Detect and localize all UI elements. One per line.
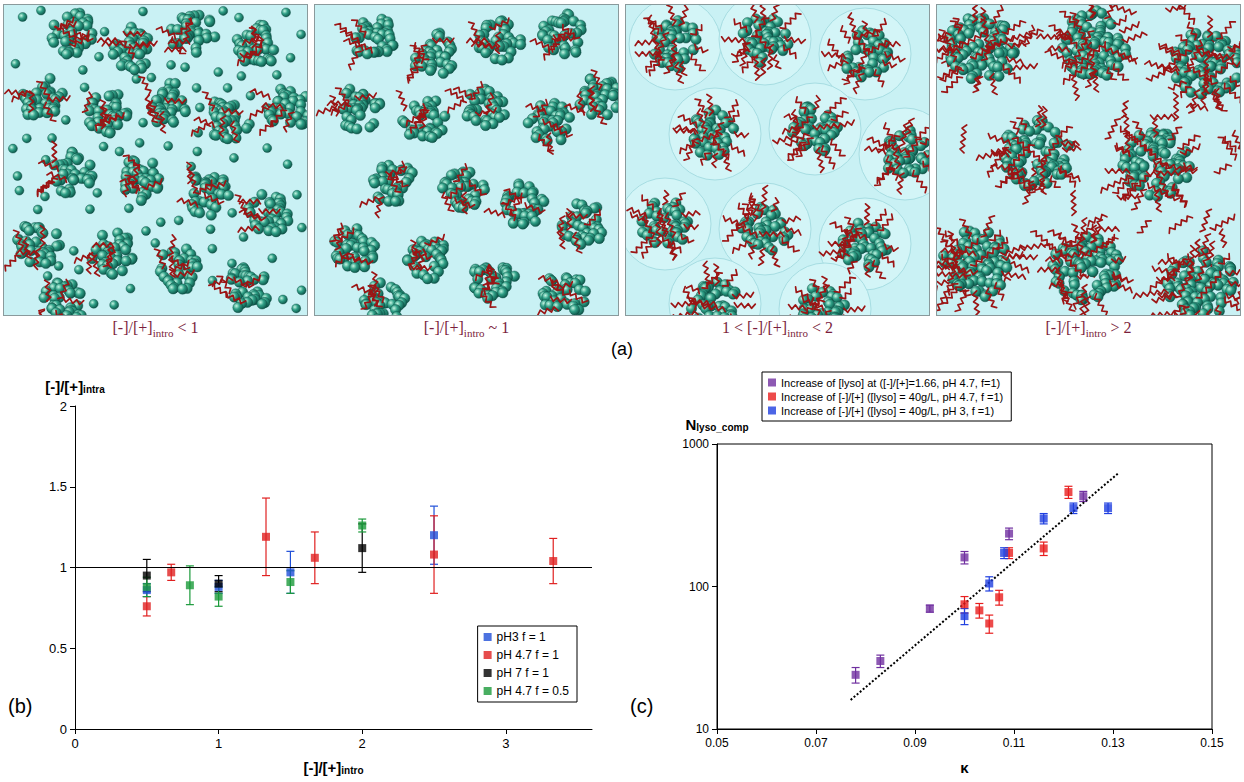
svg-text:10: 10 bbox=[696, 722, 710, 736]
svg-text:100: 100 bbox=[689, 580, 709, 594]
svg-text:Increase of [-]/[+] ([lyso] =: Increase of [-]/[+] ([lyso] = 40g/L, pH … bbox=[781, 405, 994, 417]
svg-text:0.07: 0.07 bbox=[804, 736, 828, 750]
html-text:1 < [-]/[+]intro< 2: 1 < [-]/[+]intro< 2 bbox=[722, 319, 833, 340]
html-text:(a): (a) bbox=[611, 339, 633, 359]
svg-text:1000: 1000 bbox=[682, 437, 709, 451]
svg-text:intro: intro bbox=[341, 765, 363, 776]
svg-text:N: N bbox=[685, 416, 696, 433]
svg-text:pH 7 f = 1: pH 7 f = 1 bbox=[497, 666, 550, 680]
svg-text:[-]/[+]: [-]/[+] bbox=[45, 378, 83, 395]
svg-text:pH 4.7 f = 1: pH 4.7 f = 1 bbox=[497, 648, 560, 662]
svg-text:1.5: 1.5 bbox=[49, 479, 67, 494]
svg-text:Increase of [lyso] at ([-]/[+]: Increase of [lyso] at ([-]/[+]=1.66, pH … bbox=[781, 377, 1000, 389]
svg-text:0: 0 bbox=[71, 736, 78, 751]
svg-text:0.13: 0.13 bbox=[1101, 736, 1125, 750]
svg-text:Increase of [-]/[+] ([lyso] =: Increase of [-]/[+] ([lyso] = 40g/L, pH … bbox=[781, 391, 1003, 403]
svg-text:[-]/[+]: [-]/[+] bbox=[303, 759, 341, 776]
svg-text:1: 1 bbox=[60, 560, 67, 575]
svg-text:0: 0 bbox=[60, 722, 67, 737]
svg-text:1: 1 bbox=[215, 736, 222, 751]
svg-text:0.09: 0.09 bbox=[903, 736, 927, 750]
svg-text:2: 2 bbox=[359, 736, 366, 751]
svg-text:lyso_comp: lyso_comp bbox=[696, 422, 748, 433]
html-text:[-]/[+]intro< 1: [-]/[+]intro< 1 bbox=[112, 319, 199, 340]
svg-text:0.15: 0.15 bbox=[1200, 736, 1224, 750]
svg-text:pH3 f = 1: pH3 f = 1 bbox=[497, 630, 546, 644]
html-text:[-]/[+]intro> 2: [-]/[+]intro> 2 bbox=[1045, 319, 1132, 340]
svg-text:2: 2 bbox=[60, 399, 67, 414]
svg-text:κ: κ bbox=[960, 759, 969, 776]
svg-text:0.05: 0.05 bbox=[705, 736, 729, 750]
svg-text:intra: intra bbox=[83, 384, 105, 395]
html-text:(c): (c) bbox=[630, 695, 654, 717]
html-text:(b): (b) bbox=[8, 695, 33, 717]
svg-text:3: 3 bbox=[502, 736, 509, 751]
svg-text:0.11: 0.11 bbox=[1003, 736, 1026, 750]
svg-text:0.5: 0.5 bbox=[49, 641, 67, 656]
svg-text:pH 4.7 f = 0.5: pH 4.7 f = 0.5 bbox=[497, 684, 570, 698]
html-text:[-]/[+]intro~ 1: [-]/[+]intro~ 1 bbox=[423, 319, 510, 340]
